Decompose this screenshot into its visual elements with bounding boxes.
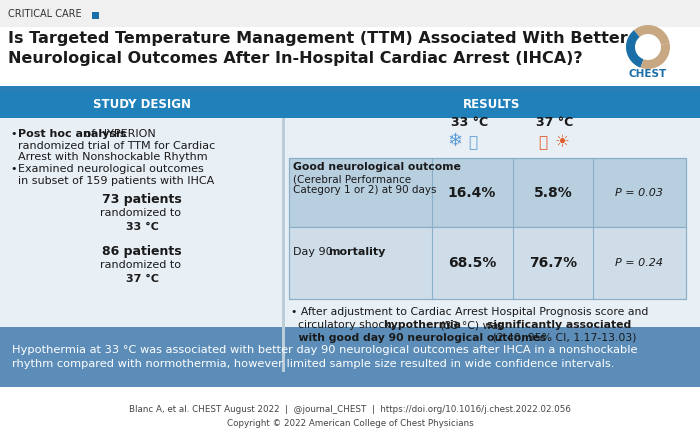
Bar [0,92,700,372]
Text: 🌡: 🌡 [468,135,477,151]
Text: P = 0.03: P = 0.03 [615,188,663,198]
Bar [282,118,285,372]
Text: ❄: ❄ [447,132,463,150]
Text: Blanc A, et al. CHEST August 2022  |  @journal_CHEST  |  https://doi.org/10.1016: Blanc A, et al. CHEST August 2022 | @jou… [129,405,571,413]
Text: 37 °C: 37 °C [125,274,158,284]
Text: 76.7%: 76.7% [529,256,577,270]
Text: (Cerebral Performance: (Cerebral Performance [293,174,411,184]
Text: • After adjustment to Cardiac Arrest Hospital Prognosis score and: • After adjustment to Cardiac Arrest Hos… [291,307,648,317]
Text: ☀: ☀ [554,133,569,151]
Text: hypothermia: hypothermia [383,320,461,330]
Text: 16.4%: 16.4% [448,186,496,200]
Text: randomized to: randomized to [99,208,184,218]
Bar [289,227,686,299]
Text: Neurological Outcomes After In-Hospital Cardiac Arrest (IHCA)?: Neurological Outcomes After In-Hospital … [8,51,582,67]
Text: STUDY DESIGN: STUDY DESIGN [93,98,191,111]
Bar [289,158,686,227]
Bar [0,387,700,447]
Text: CHEST: CHEST [629,69,667,79]
Text: Copyright © 2022 American College of Chest Physicians: Copyright © 2022 American College of Che… [227,418,473,427]
Text: Hypothermia at 33 °C was associated with better day 90 neurological outcomes aft: Hypothermia at 33 °C was associated with… [12,345,638,369]
Text: randomized to: randomized to [99,260,184,270]
Text: 5.8%: 5.8% [533,186,573,200]
Text: of HYPERION
randomized trial of TTM for Cardiac
Arrest with Nonshockable Rhythm: of HYPERION randomized trial of TTM for … [18,129,216,162]
Wedge shape [635,34,661,60]
Text: Is Targeted Temperature Management (TTM) Associated With Better: Is Targeted Temperature Management (TTM)… [8,31,628,46]
Text: RESULTS: RESULTS [463,98,521,111]
Text: Post hoc analysis: Post hoc analysis [18,129,127,139]
Bar [92,12,99,19]
Bar [0,0,700,27]
Text: 33 °C: 33 °C [452,115,489,128]
Bar [0,92,284,118]
Wedge shape [626,30,648,67]
Bar [0,327,700,387]
Text: Day 90: Day 90 [293,247,336,257]
Text: 🌡: 🌡 [538,135,547,151]
Text: circulatory shock,: circulatory shock, [291,320,398,330]
Text: P = 0.24: P = 0.24 [615,258,663,268]
Bar [0,27,700,87]
Bar [289,158,686,299]
Text: 68.5%: 68.5% [448,256,496,270]
Text: (2.40; 95% CI, 1.17-13.03): (2.40; 95% CI, 1.17-13.03) [489,333,636,343]
Text: 37 °C: 37 °C [536,115,573,128]
Bar [0,86,700,92]
Text: (33 °C) was: (33 °C) was [437,320,508,330]
Bar [284,92,700,118]
Wedge shape [634,25,670,47]
Text: 33 °C: 33 °C [125,222,158,232]
Wedge shape [640,43,670,69]
Text: with good day 90 neurological outcomes: with good day 90 neurological outcomes [291,333,546,343]
Text: significantly associated: significantly associated [487,320,631,330]
Text: Category 1 or 2) at 90 days: Category 1 or 2) at 90 days [293,185,437,195]
Text: CRITICAL CARE: CRITICAL CARE [8,9,82,19]
Text: 86 patients: 86 patients [102,245,182,257]
Text: •: • [10,129,17,139]
Text: 73 patients: 73 patients [102,193,182,206]
Text: Examined neurological outcomes
in subset of 159 patients with IHCA: Examined neurological outcomes in subset… [18,164,214,186]
Text: Good neurological outcome: Good neurological outcome [293,162,461,172]
Text: mortality: mortality [328,247,386,257]
Text: •: • [10,164,17,174]
